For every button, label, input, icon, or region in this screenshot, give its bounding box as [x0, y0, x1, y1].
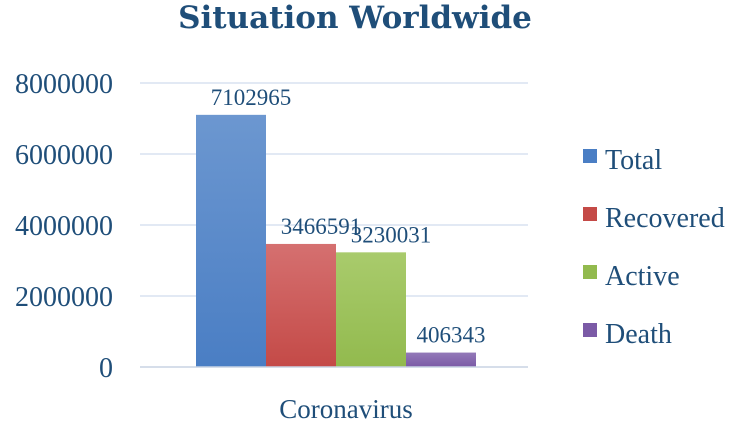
legend-label-recovered: Recovered	[605, 203, 725, 234]
bar-total	[196, 114, 266, 367]
y-tick-label: 6000000	[15, 140, 113, 171]
bar-death	[406, 352, 476, 367]
bars	[196, 114, 476, 367]
legend: Total Recovered Active Death	[583, 145, 725, 350]
data-label-death: 406343	[417, 323, 486, 348]
legend-swatch-recovered	[583, 207, 597, 221]
chart-title: Situation Worldwide	[178, 0, 532, 36]
legend-swatch-total	[583, 149, 597, 163]
category-label: Coronavirus	[279, 394, 412, 421]
legend-label-total: Total	[605, 145, 662, 176]
data-label-recovered: 3466591	[281, 214, 362, 239]
bar-active	[336, 252, 406, 367]
legend-swatch-death	[583, 323, 597, 337]
y-tick-label: 4000000	[15, 211, 113, 242]
data-label-total: 7102965	[211, 85, 292, 110]
legend-label-death: Death	[605, 319, 672, 350]
y-tick-label: 2000000	[15, 282, 113, 313]
y-tick-label: 8000000	[15, 69, 113, 100]
y-axis-ticks: 0 2000000 4000000 6000000 8000000	[15, 69, 113, 384]
y-tick-label: 0	[99, 353, 113, 384]
bar-recovered	[266, 243, 336, 367]
legend-swatch-active	[583, 265, 597, 279]
legend-label-active: Active	[605, 261, 680, 292]
data-label-active: 3230031	[351, 222, 432, 247]
